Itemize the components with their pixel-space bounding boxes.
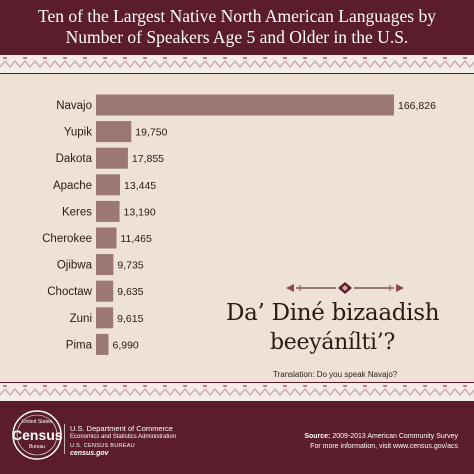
translation-text: Translation: Do you speak Navajo?: [273, 370, 398, 379]
chart-panel: Navajo 166,826 Yupik 19,750 Dakota 17,855 Apac…: [0, 74, 474, 400]
bar-keres: [96, 200, 120, 222]
census-site-link[interactable]: census.gov: [70, 450, 109, 457]
bar-yupik: [96, 121, 132, 143]
value-label: 17,855: [132, 153, 164, 165]
category-label: Ojibwa: [57, 260, 93, 272]
more-info-link[interactable]: For more information, visit www.census.g…: [310, 443, 458, 450]
bar-navajo: [96, 94, 394, 116]
decorative-border-bottom: [0, 383, 474, 401]
bar-dakota: [96, 147, 128, 169]
value-label: 11,465: [120, 233, 151, 245]
bar-apache: [96, 174, 121, 196]
category-label: Apache: [53, 180, 92, 192]
zigzag-pattern: [0, 385, 474, 397]
logo-bottom-text: Bureau: [28, 444, 46, 450]
border-pattern-top: [0, 57, 474, 69]
chart-title-line-2: Number of Speakers Age 5 and Older in th…: [65, 27, 409, 47]
zigzag-pattern: [0, 57, 474, 69]
title-band: Ten of the Largest Native North American…: [0, 0, 474, 54]
value-label: 13,445: [124, 180, 156, 192]
value-label: 9,615: [117, 313, 143, 325]
category-label: Cherokee: [42, 233, 92, 245]
footer-divider: [64, 424, 65, 454]
logo-wordmark: Census: [12, 427, 63, 443]
census-logo-ring: [12, 410, 62, 460]
category-label: Zuni: [70, 313, 92, 325]
category-label: Dakota: [56, 153, 93, 165]
source-label: Source:: [304, 433, 331, 440]
bar-choctaw: [96, 280, 114, 302]
category-label: Keres: [62, 206, 92, 218]
bar-zuni: [96, 307, 114, 329]
category-label: Pima: [66, 339, 93, 351]
bar-cherokee: [96, 227, 117, 249]
chart-title-line-1: Ten of the Largest Native North American…: [38, 6, 436, 26]
administration-name: Economics and Statistics Administration: [70, 434, 177, 440]
value-label: 9,735: [117, 260, 143, 272]
source-text: 2009-2013 American Community Survey: [332, 433, 458, 440]
footer: United States Census Bureau: [0, 402, 474, 474]
value-label: 13,190: [124, 206, 156, 218]
bar-chart: Navajo 166,826 Yupik 19,750 Dakota 17,855 Apac…: [42, 94, 436, 355]
bar-ojibwa: [96, 254, 114, 276]
source-note: Source: 2009-2013 American Community Sur…: [304, 433, 458, 440]
value-label: 19,750: [135, 127, 167, 139]
ornament-top: [286, 282, 404, 294]
category-label: Yupik: [64, 127, 92, 139]
navajo-phrase-line-2: beeyánílti’?: [270, 330, 395, 355]
category-label: Choctaw: [47, 286, 92, 298]
census-logo[interactable]: United States Census Bureau: [12, 410, 63, 460]
navajo-phrase-line-1: Da’ Diné bizaadish: [226, 300, 440, 326]
bureau-name: U.S. CENSUS BUREAU: [70, 443, 135, 449]
value-label: 6,990: [112, 339, 138, 351]
decorative-border-top: [0, 55, 474, 73]
border-pattern-bottom: [0, 385, 474, 397]
logo-top-text: United States: [21, 419, 53, 425]
department-name: U.S. Department of Commerce: [70, 424, 173, 433]
value-label: 9,635: [117, 286, 143, 298]
bar-pima: [96, 333, 109, 355]
value-label: 166,826: [398, 100, 436, 112]
category-label: Navajo: [56, 100, 92, 112]
